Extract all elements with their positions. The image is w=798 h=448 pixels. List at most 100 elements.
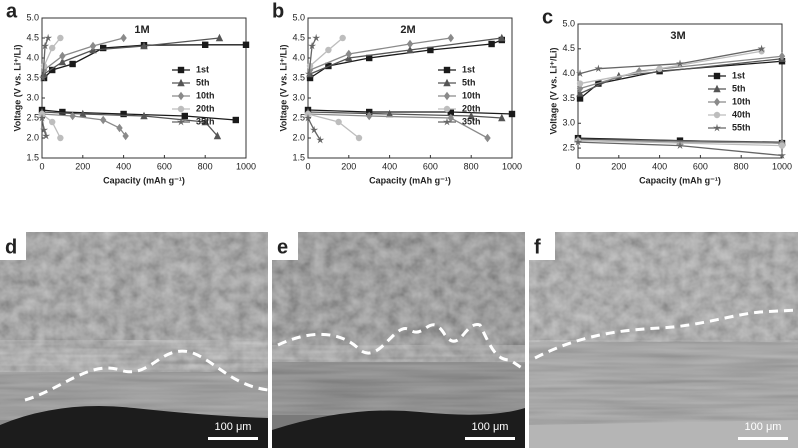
series-line — [577, 60, 783, 144]
series-line — [41, 37, 49, 137]
marker — [304, 113, 312, 122]
legend-label: 10th — [462, 90, 481, 100]
scale-bar-label: 100 μm — [215, 421, 252, 433]
legend-marker — [443, 91, 451, 101]
y-tick-label: 3.0 — [292, 92, 305, 102]
y-tick-label: 1.5 — [26, 152, 39, 162]
marker — [215, 33, 224, 42]
marker — [447, 108, 454, 116]
marker — [406, 39, 414, 49]
scale-bar — [208, 437, 258, 440]
panel-label: c — [542, 6, 553, 28]
legend-label: 5th — [196, 77, 210, 87]
series-line — [577, 50, 783, 147]
marker — [308, 41, 317, 50]
legend-label: 20th — [462, 103, 481, 113]
marker — [636, 66, 643, 76]
substrate — [529, 420, 798, 448]
series-line — [307, 37, 488, 139]
image-texture — [529, 232, 798, 342]
legend-marker — [443, 105, 451, 113]
series-line — [307, 37, 502, 119]
marker — [69, 111, 76, 121]
marker — [778, 52, 786, 61]
sem-image-e — [272, 232, 526, 448]
marker — [38, 113, 46, 122]
label-box — [529, 232, 555, 260]
x-tick-label: 1000 — [772, 161, 792, 171]
marker — [312, 33, 321, 42]
y-axis-label: Voltage (V vs. Li⁺/Li) — [278, 44, 288, 131]
marker — [58, 57, 67, 66]
y-tick-label: 4.5 — [562, 43, 575, 53]
x-tick-label: 600 — [693, 161, 708, 171]
marker — [140, 111, 148, 120]
marker — [57, 134, 64, 142]
legend-label: 1st — [732, 70, 745, 80]
legend-label: 55th — [732, 122, 751, 132]
plot-frame — [307, 17, 513, 159]
marker — [447, 33, 454, 43]
legend-marker — [713, 97, 721, 107]
marker — [42, 131, 51, 140]
substrate — [0, 406, 268, 448]
marker — [89, 41, 97, 51]
y-tick-label: 3.5 — [562, 93, 575, 103]
y-tick-label: 3.5 — [292, 72, 305, 82]
legend-marker — [177, 105, 185, 113]
image-texture — [272, 345, 525, 415]
sem-image-d — [0, 232, 269, 448]
x-tick-label: 800 — [734, 161, 749, 171]
panel-label: b — [272, 0, 284, 22]
marker — [305, 69, 314, 78]
marker — [59, 108, 66, 116]
marker — [242, 41, 250, 48]
marker — [574, 137, 582, 146]
marker — [325, 46, 332, 54]
legend-label: 5th — [462, 77, 476, 87]
x-tick-label: 400 — [652, 161, 667, 171]
marker — [57, 34, 64, 42]
marker — [488, 40, 495, 48]
image-texture — [0, 340, 268, 420]
panel-label: f — [534, 236, 541, 258]
marker — [41, 41, 50, 50]
marker — [181, 112, 188, 120]
legend-label: 10th — [732, 96, 751, 106]
legend-label: 20th — [196, 103, 215, 113]
annotation: 2M — [400, 24, 415, 36]
legend-marker — [177, 78, 185, 87]
x-tick-label: 0 — [305, 161, 310, 171]
legend-label: 1st — [196, 64, 209, 74]
marker — [508, 110, 516, 118]
marker — [427, 46, 434, 54]
x-tick-label: 800 — [464, 161, 479, 171]
marker — [498, 113, 506, 122]
marker — [140, 41, 148, 50]
marker — [355, 134, 363, 142]
marker — [576, 80, 584, 87]
x-tick-label: 200 — [75, 161, 90, 171]
marker — [232, 116, 239, 124]
marker — [335, 118, 342, 126]
image-texture — [272, 232, 525, 362]
x-tick-label: 0 — [39, 161, 44, 171]
y-tick-label: 4.0 — [26, 52, 39, 62]
panel-label: d — [5, 236, 17, 258]
marker — [122, 131, 129, 141]
legend-marker — [443, 117, 451, 126]
marker — [676, 141, 684, 149]
boundary-line — [277, 323, 526, 372]
marker — [467, 111, 475, 120]
marker — [778, 142, 786, 149]
y-tick-label: 3.0 — [562, 118, 575, 128]
y-tick-label: 2.0 — [26, 132, 39, 142]
x-axis-label: Capacity (mAh g⁻¹) — [639, 175, 721, 185]
y-tick-label: 4.0 — [292, 52, 305, 62]
marker — [345, 49, 352, 59]
legend-marker — [443, 66, 451, 74]
scale-bar — [465, 437, 515, 440]
marker — [498, 33, 506, 42]
x-tick-label: 400 — [382, 161, 397, 171]
